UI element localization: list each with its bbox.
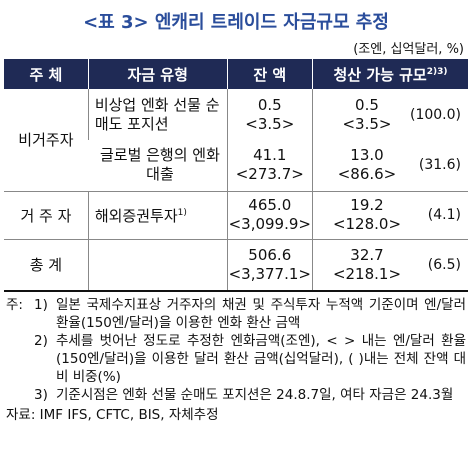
- row: 글로벌 은행의 엔화 대출 41.1 <273.7> 13.0 <86.6> (31.…: [4, 140, 468, 191]
- share: (31.6): [418, 157, 461, 174]
- value-usd: <218.1>: [332, 264, 402, 283]
- note-marker: 3): [34, 387, 48, 403]
- header-text: 청산 가능 규모: [333, 65, 427, 84]
- entity: 거 주 자: [4, 190, 89, 239]
- header-sup: 2)3): [426, 66, 448, 77]
- value: 0.5: [355, 95, 379, 114]
- value-usd: <86.6>: [337, 165, 397, 184]
- type: 비상업 엔화 선물 순매도 포지션: [87, 89, 228, 140]
- table: 주 체 자금 유형 잔 액 청산 가능 규모2)3) 비거주자 비상업 엔화 선…: [4, 59, 468, 292]
- note: 주: 1) 일본 국제수지표상 거주자의 채권 및 주식투자 누적액 기준이며 엔/…: [6, 296, 466, 332]
- value-usd: <3,099.9>: [228, 215, 311, 233]
- unit: (조엔, 십억달러, %): [353, 42, 464, 57]
- row: 총 계 506.6 <3,377.1> 32.7 <218.1> (6.5): [4, 238, 468, 292]
- liquidation: 0.5 <3.5> (100.0): [311, 89, 468, 140]
- value: 13.0: [350, 146, 384, 165]
- balance: 41.1 <273.7>: [226, 140, 313, 191]
- note-text: 추세를 벗어난 정도로 추정한 엔화금액(조엔), < > 내는 엔/달러 환율…: [56, 333, 466, 385]
- share: (6.5): [427, 256, 461, 273]
- type: 해외증권투자1): [87, 190, 228, 239]
- entity: 총 계: [4, 238, 89, 292]
- header-cell: 청산 가능 규모2)3): [311, 59, 468, 89]
- balance: 506.6 <3,377.1>: [226, 238, 313, 292]
- liquidation: 13.0 <86.6> (31.6): [311, 140, 468, 191]
- value: 41.1: [253, 146, 287, 165]
- row: 비거주자 비상업 엔화 선물 순매도 포지션 0.5 <3.5> 0.5 <3.5>…: [4, 89, 468, 149]
- header-cell: 주 체: [4, 59, 89, 89]
- share: (100.0): [409, 106, 461, 123]
- header-cell: 자금 유형: [87, 59, 228, 89]
- note-prefix: 주:: [6, 297, 23, 313]
- entity: 비거주자: [18, 131, 74, 150]
- note: 2) 추세를 벗어난 정도로 추정한 엔화금액(조엔), < > 내는 엔/달러 …: [6, 332, 466, 386]
- value-usd: <3.5>: [342, 114, 392, 133]
- share: (4.1): [427, 207, 461, 223]
- notes: 주: 1) 일본 국제수지표상 거주자의 채권 및 주식투자 누적액 기준이며 엔/…: [6, 296, 466, 424]
- value-usd: <3,377.1>: [228, 264, 311, 283]
- source: 자료: IMF IFS, CFTC, BIS, 자체추정: [6, 407, 219, 423]
- type-text: 해외증권투자: [94, 207, 178, 225]
- value: 19.2: [350, 196, 384, 214]
- header-row: 주 체 자금 유형 잔 액 청산 가능 규모2)3): [4, 59, 468, 89]
- liquidation: 19.2 <128.0> (4.1): [311, 190, 468, 239]
- type-sup: 1): [177, 208, 187, 218]
- liquidation: 32.7 <218.1> (6.5): [311, 238, 468, 292]
- value-usd: <273.7>: [235, 165, 304, 184]
- row: 거 주 자 해외증권투자1) 465.0 <3,099.9> 19.2 <128.0…: [4, 190, 468, 239]
- header-cell: 잔 액: [226, 59, 313, 89]
- note-text: 기준시점은 엔화 선물 순매도 포지션은 24.8.7일, 여타 자금은 24.…: [56, 387, 454, 403]
- note-marker: 2): [34, 333, 48, 349]
- balance: 0.5 <3.5>: [226, 89, 313, 140]
- value: 32.7: [350, 245, 384, 264]
- note: 3) 기준시점은 엔화 선물 순매도 포지션은 24.8.7일, 여타 자금은 2…: [6, 386, 466, 404]
- balance: 465.0 <3,099.9>: [226, 190, 313, 239]
- note-text: 일본 국제수지표상 거주자의 채권 및 주식투자 누적액 기준이며 엔/달러 환…: [56, 297, 466, 331]
- note-marker: 1): [34, 297, 48, 313]
- value: 465.0: [248, 196, 292, 214]
- value-usd: <3.5>: [245, 114, 295, 133]
- value-usd: <128.0>: [332, 215, 402, 233]
- value: 506.6: [248, 245, 292, 264]
- type: 글로벌 은행의 엔화 대출: [99, 146, 220, 184]
- type: [87, 238, 228, 292]
- title: <표 3> 엔캐리 트레이드 자금규모 추정: [83, 12, 389, 33]
- value: 0.5: [257, 95, 282, 114]
